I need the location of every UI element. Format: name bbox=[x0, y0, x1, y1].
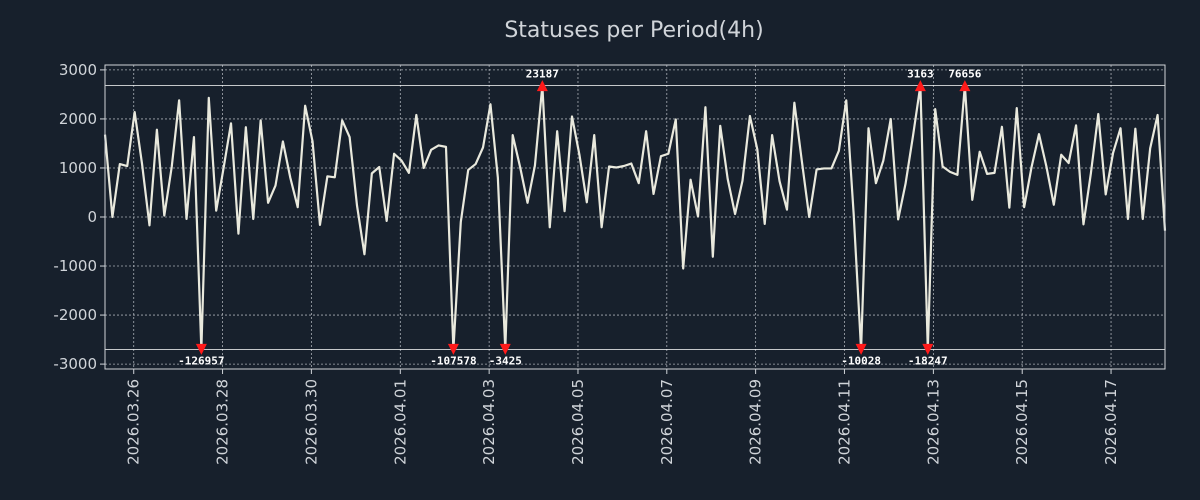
y-tick-label: -1000 bbox=[53, 257, 97, 275]
x-tick-label: 2026.04.01 bbox=[391, 379, 409, 465]
x-tick-label: 2026.03.28 bbox=[214, 379, 232, 465]
x-tick-label: 2026.03.26 bbox=[125, 379, 143, 465]
x-tick-label: 2026.04.17 bbox=[1102, 379, 1120, 465]
y-tick-label: -2000 bbox=[53, 306, 97, 324]
spike-label: 23187 bbox=[526, 68, 559, 81]
spike-label: 3163 bbox=[907, 68, 934, 81]
spike-marker-down bbox=[855, 343, 867, 355]
axes: 3000 2000 1000 0 -1000 -2000 -3000 2026.03.26 20… bbox=[53, 61, 1166, 465]
spike-marker-down bbox=[447, 343, 459, 355]
spike-label: -18247 bbox=[908, 354, 948, 367]
y-tick-label: 0 bbox=[87, 208, 97, 226]
y-tick-label: 2000 bbox=[59, 110, 97, 128]
spike-marker-up bbox=[959, 80, 971, 92]
spike-marker-down bbox=[922, 343, 934, 355]
series-line bbox=[103, 84, 1167, 351]
x-tick-label: 2026.04.11 bbox=[835, 379, 853, 465]
spike-label: -126957 bbox=[178, 354, 224, 367]
spike-marker-up bbox=[536, 80, 548, 92]
grid bbox=[105, 65, 1165, 369]
series-layer bbox=[103, 84, 1167, 351]
x-tick-label: 2026.04.05 bbox=[569, 379, 587, 465]
x-tick-label: 2026.04.15 bbox=[1013, 379, 1031, 465]
annotation-layer: -126957 -107578 -3425 23187 -10028 3163 -18247… bbox=[178, 68, 982, 368]
marker-layer bbox=[195, 80, 971, 355]
y-tick-label: -3000 bbox=[53, 355, 97, 373]
chart-title: Statuses per Period(4h) bbox=[504, 18, 763, 43]
x-tick-label: 2026.04.09 bbox=[747, 379, 765, 465]
x-tick-label: 2026.03.30 bbox=[302, 379, 320, 465]
plot-frame bbox=[104, 64, 1166, 370]
spike-label: -107578 bbox=[430, 354, 476, 367]
spike-label: 76656 bbox=[948, 68, 981, 81]
spike-label: -3425 bbox=[489, 354, 522, 367]
x-tick-label: 2026.04.03 bbox=[480, 379, 498, 465]
spike-marker-down bbox=[499, 343, 511, 355]
x-tick-label: 2026.04.07 bbox=[658, 379, 676, 465]
spike-marker-up bbox=[914, 80, 926, 92]
x-tick-label: 2026.04.13 bbox=[924, 379, 942, 465]
spike-marker-down bbox=[195, 343, 207, 355]
clip-lines bbox=[105, 85, 1165, 350]
y-tick-label: 1000 bbox=[59, 159, 97, 177]
spike-label: -10028 bbox=[841, 354, 881, 367]
y-tick-label: 3000 bbox=[59, 61, 97, 79]
